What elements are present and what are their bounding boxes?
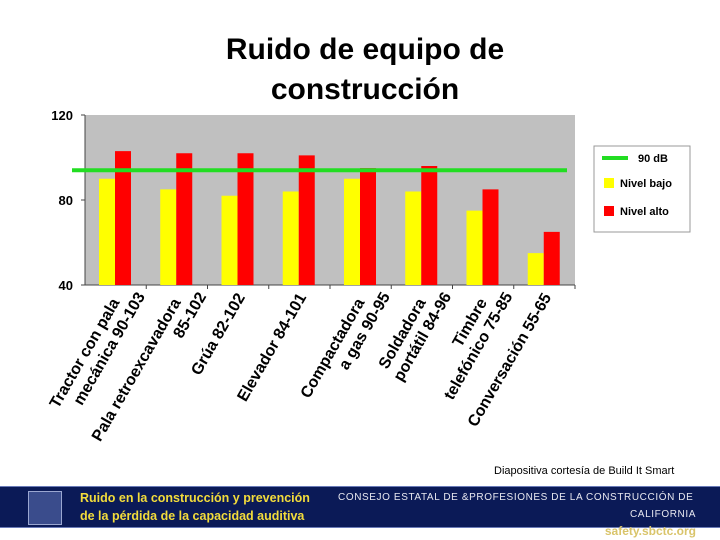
footer-organization-line-1: CONSEJO ESTATAL DE &PROFESIONES DE LA CO… bbox=[338, 492, 694, 503]
footer-course-title-line-2: de la pérdida de la capacidad auditiva bbox=[80, 509, 305, 523]
footer-website: safety.sbctc.org bbox=[604, 524, 696, 538]
bar-high-6 bbox=[482, 189, 499, 285]
slide-title-line-1: Ruido de equipo de bbox=[225, 33, 505, 66]
legend-box bbox=[593, 145, 691, 233]
slide-credit: Diapositiva cortesía de Build It Smart bbox=[494, 465, 675, 477]
bar-high-3 bbox=[298, 155, 315, 285]
legend-swatch-0 bbox=[604, 178, 614, 188]
bar-low-7 bbox=[527, 253, 544, 285]
plot-area bbox=[85, 115, 575, 285]
bar-low-2 bbox=[221, 195, 238, 285]
bar-low-4 bbox=[344, 178, 360, 285]
bar-low-5 bbox=[405, 191, 422, 285]
bar-low-3 bbox=[282, 191, 299, 285]
footer-bar: Ruido en la construcción y prevención de… bbox=[0, 486, 720, 538]
legend-swatch-1 bbox=[604, 206, 614, 216]
category-label-3: Elevador 84-101 bbox=[235, 290, 311, 404]
worker-logo-icon bbox=[28, 491, 62, 525]
bar-low-1 bbox=[160, 189, 177, 285]
bar-low-6 bbox=[466, 210, 483, 285]
bar-low-0 bbox=[99, 178, 115, 285]
bar-high-7 bbox=[543, 231, 560, 285]
category-label-0: Tractor con palamecánica 90-103 bbox=[47, 280, 149, 421]
footer-course-title-line-1: Ruido en la construcción y prevención bbox=[80, 491, 310, 505]
bar-high-5 bbox=[421, 166, 438, 285]
footer-organization-line-2: CALIFORNIA bbox=[629, 509, 696, 520]
legend-label-0: Nivel bajo bbox=[620, 178, 672, 190]
y-tick-label: 80 bbox=[59, 193, 73, 208]
bar-high-0 bbox=[115, 151, 131, 285]
slide-title: Ruido de equipo de construcción bbox=[150, 30, 580, 110]
category-label-4: Compactadoraa gas 90-95 bbox=[298, 280, 394, 411]
slide-title-line-2: construcción bbox=[270, 73, 460, 106]
bar-high-4 bbox=[360, 168, 376, 285]
legend-label-1: Nivel alto bbox=[620, 206, 669, 218]
y-tick-label: 120 bbox=[51, 108, 73, 123]
legend-label-90db: 90 dB bbox=[638, 153, 668, 165]
bar-high-2 bbox=[237, 153, 254, 285]
bar-high-1 bbox=[176, 153, 193, 285]
y-tick-label: 40 bbox=[59, 278, 73, 293]
